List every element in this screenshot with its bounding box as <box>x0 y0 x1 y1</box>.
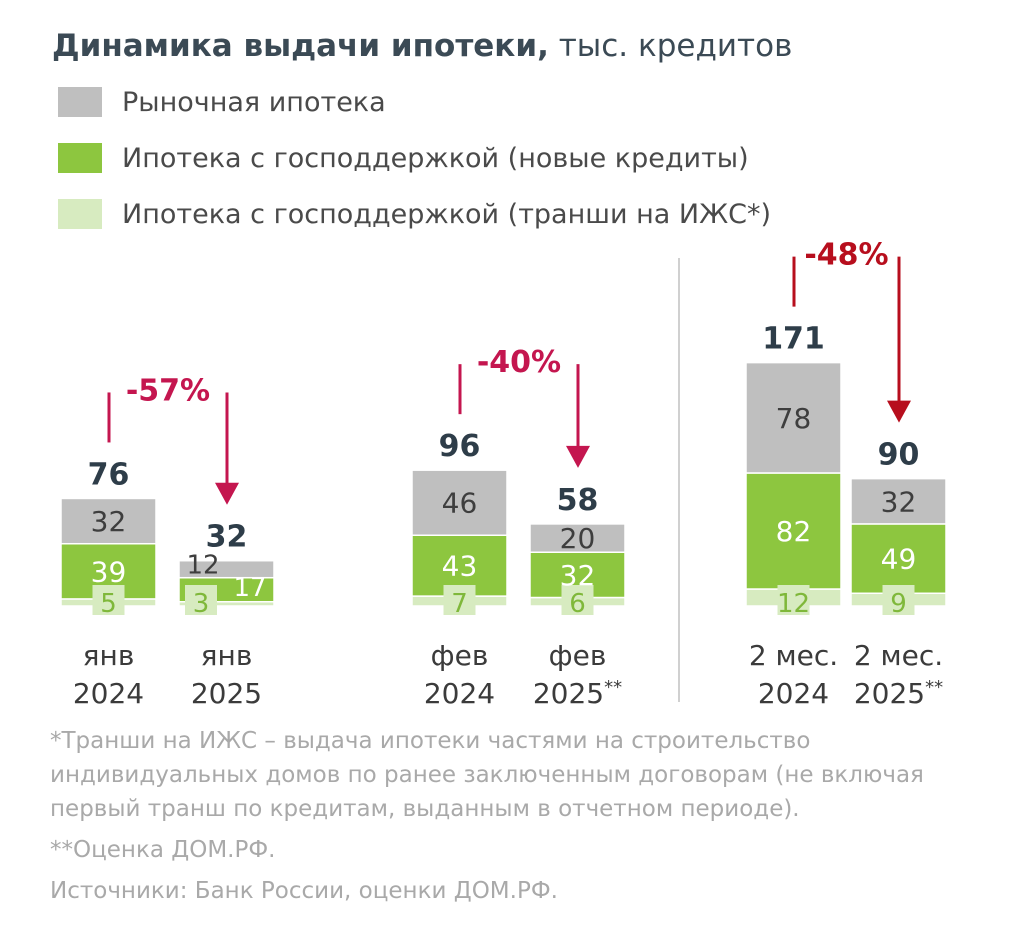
legend-label-gov-tranches: Ипотека с господдержкой (транши на ИЖС*) <box>122 198 772 230</box>
chart-title: Динамика выдачи ипотеки, тыс. кредитов <box>52 28 792 64</box>
total-label-g1-b1: 76 <box>88 457 130 492</box>
legend-item-gov-new: Ипотека с господдержкой (новые кредиты) <box>58 141 749 175</box>
x-label-g2-b2-suffix: ** <box>604 677 622 698</box>
value-box-g1-b2-tranches <box>185 585 217 615</box>
x-label-g1-b1-line1: янв <box>83 639 135 672</box>
legend-label-market: Рыночная ипотека <box>122 86 386 118</box>
legend-label-gov-new: Ипотека с господдержкой (новые кредиты) <box>122 142 749 174</box>
change-arrowhead-g3 <box>887 400 911 423</box>
change-label-g2: -40% <box>477 345 561 380</box>
footnotes: *Транши на ИЖС – выдача ипотеки частями … <box>50 724 1010 908</box>
value-box-g3-b2-tranches <box>882 585 915 615</box>
stacked-bar-chart: 5393276янв20243171232янв2025-57%7434696ф… <box>60 238 947 710</box>
x-label-g3-b1-line1: 2 мес. <box>749 639 838 672</box>
total-label-g2-b1: 96 <box>439 429 481 464</box>
value-box-g2-b1-tranches <box>443 585 476 615</box>
x-label-g1-b2-line1: янв <box>201 639 253 672</box>
legend-item-market: Рыночная ипотека <box>58 85 386 119</box>
bar-g2-b1-market <box>411 469 508 536</box>
x-label-g3-b1-line2: 2024 <box>758 677 829 710</box>
x-label-g3-b2-line2: 2025** <box>854 677 943 710</box>
chart-title-main: Динамика выдачи ипотеки, <box>52 28 549 64</box>
value-label-g3-b1-gov_new: 82 <box>776 515 812 548</box>
bar-g1-b1-market <box>60 497 157 545</box>
value-label-g2-b2-gov_new: 32 <box>560 559 596 592</box>
value-label-g1-b2-tranches: 3 <box>193 589 210 619</box>
change-label-g1: -57% <box>126 373 210 408</box>
x-label-g3-b2-line1: 2 мес. <box>854 639 943 672</box>
footnote-estimate: **Оценка ДОМ.РФ. <box>50 837 276 863</box>
change-arrowhead-g1 <box>215 482 239 505</box>
bar-g3-b2-market <box>850 477 947 525</box>
value-label-g1-b1-market: 32 <box>91 505 127 538</box>
value-label-g3-b1-market: 78 <box>776 402 812 435</box>
value-label-g3-b2-tranches: 9 <box>890 589 907 619</box>
value-label-g1-b1-gov_new: 39 <box>91 555 127 588</box>
legend-swatch-market <box>58 87 102 117</box>
value-label-g2-b1-gov_new: 43 <box>442 550 478 583</box>
value-box-g1-b1-tranches <box>92 585 125 615</box>
bar-g3-b1-market <box>745 361 842 474</box>
value-label-g3-b2-market: 32 <box>881 485 917 518</box>
value-label-g2-b2-tranches: 6 <box>569 589 586 619</box>
legend-item-gov-tranches: Ипотека с господдержкой (транши на ИЖС*) <box>58 197 771 231</box>
footnote-sources: Источники: Банк России, оценки ДОМ.РФ. <box>50 878 558 904</box>
x-label-g1-b1-line2: 2024 <box>73 677 144 710</box>
value-label-g3-b2-gov_new: 49 <box>881 543 917 576</box>
value-label-g2-b1-tranches: 7 <box>451 589 468 619</box>
value-label-g3-b1-tranches: 12 <box>777 589 810 619</box>
chart-title-unit: тыс. кредитов <box>548 28 793 64</box>
bar-g3-b1-gov_new <box>745 472 842 590</box>
legend-swatch-gov-new <box>58 143 102 173</box>
total-label-g1-b2: 32 <box>206 520 248 555</box>
value-box-g3-b1-tranches <box>777 585 810 615</box>
bar-g1-b2-market <box>178 559 275 579</box>
value-label-g1-b2-gov-new: 17 <box>233 573 266 603</box>
x-label-g2-b2-line2: 2025** <box>533 677 622 710</box>
x-label-g2-b1-line1: фев <box>431 639 489 672</box>
x-label-g3-b2-suffix: ** <box>925 677 943 698</box>
change-arrowhead-g2 <box>566 445 590 468</box>
x-label-g1-b2-line2: 2025 <box>191 677 262 710</box>
change-label-g3: -48% <box>804 238 888 273</box>
total-label-g2-b2: 58 <box>557 483 599 518</box>
value-label-g1-b2-market: 12 <box>186 551 219 581</box>
footnote-tranches: *Транши на ИЖС – выдача ипотеки частями … <box>50 728 924 822</box>
value-label-g2-b1-market: 46 <box>442 487 478 520</box>
value-box-g2-b2-tranches <box>561 585 594 615</box>
x-label-g2-b1-line2: 2024 <box>424 677 495 710</box>
value-label-g1-b1-tranches: 5 <box>100 589 117 619</box>
x-label-g2-b2-line1: фев <box>549 639 607 672</box>
bar-g2-b2-market <box>529 523 626 553</box>
total-label-g3-b1: 171 <box>762 322 825 357</box>
value-label-g2-b2-market: 20 <box>560 522 596 555</box>
legend-swatch-gov-tranches <box>58 199 102 229</box>
total-label-g3-b2: 90 <box>878 438 920 473</box>
